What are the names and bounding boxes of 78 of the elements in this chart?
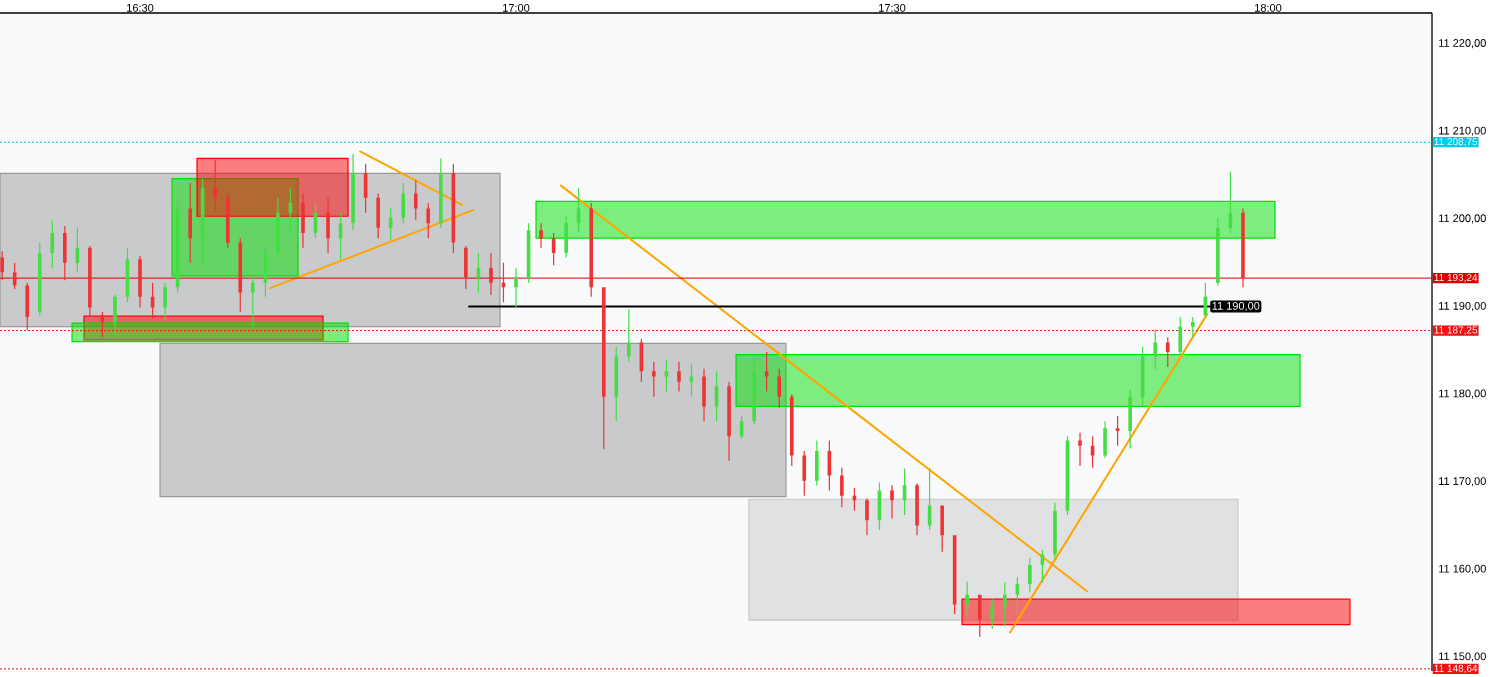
candlestick	[213, 160, 218, 211]
candlestick	[37, 242, 42, 316]
y-tick-label: 11 200,00	[1439, 214, 1486, 224]
ref-line-label: 11 187,25	[1434, 326, 1478, 335]
candlestick	[614, 346, 619, 422]
candlestick	[1128, 389, 1132, 449]
candlestick	[1178, 317, 1183, 355]
candlestick	[890, 485, 894, 519]
candlestick	[1028, 557, 1032, 593]
candlestick	[489, 253, 493, 296]
candlestick	[652, 361, 656, 397]
candlestick	[752, 356, 756, 424]
candlestick	[589, 203, 594, 297]
candlestick	[63, 225, 67, 281]
candlestick	[426, 203, 431, 239]
candlestick	[301, 193, 305, 248]
candlestick	[113, 295, 117, 335]
candlestick	[1165, 337, 1170, 367]
ref-line-label: 11 148,64	[1434, 664, 1478, 674]
candlestick	[1078, 432, 1082, 466]
candlestick	[1103, 421, 1107, 459]
candlestick	[990, 599, 995, 629]
candlestick	[326, 197, 330, 254]
x-tick-label: 17:30	[879, 3, 906, 12]
candlestick	[802, 451, 807, 496]
candlestick	[138, 255, 142, 308]
candlestick	[977, 594, 982, 637]
candlestick	[376, 193, 380, 239]
y-tick-label: 11 170,00	[1439, 477, 1486, 487]
candlestick	[965, 581, 970, 617]
ref-line-label: 11 208,75	[1434, 138, 1478, 147]
x-tick-label: 17:00	[503, 3, 530, 12]
y-tick-label: 11 190,00	[1439, 301, 1486, 312]
candlestick	[351, 154, 355, 231]
annotation: 11 190,00	[1212, 301, 1260, 312]
x-tick-label: 18:00	[1255, 3, 1282, 12]
candlestick	[677, 361, 681, 392]
candlestick	[464, 246, 468, 289]
y-tick-label: 11 180,00	[1439, 389, 1486, 399]
candlestick	[1241, 208, 1245, 288]
candlestick	[627, 309, 631, 362]
y-tick-label: 11 160,00	[1439, 564, 1486, 574]
candlestick	[1216, 218, 1220, 286]
candlestick	[238, 238, 243, 312]
candlestick	[539, 223, 543, 248]
candlestick	[439, 158, 443, 228]
candlestick	[1003, 582, 1007, 627]
candlestick	[727, 381, 731, 461]
candlestick	[88, 246, 92, 318]
candlestick	[25, 282, 30, 331]
candlestick	[401, 182, 406, 224]
y-tick-label: 11 210,00	[1439, 126, 1486, 136]
candlestick	[564, 216, 568, 258]
candlestick	[276, 197, 280, 258]
candlestick	[251, 277, 255, 327]
candlestick	[840, 467, 844, 508]
y-tick-label: 11 150,00	[1439, 652, 1486, 662]
candlestick	[915, 483, 919, 536]
candlestick	[702, 368, 706, 422]
candlestick	[789, 394, 794, 466]
candlestick	[940, 505, 944, 552]
candlestick	[777, 368, 782, 409]
candlestick	[163, 282, 167, 320]
candlestick	[1153, 329, 1158, 370]
candlestick	[514, 267, 518, 308]
candlestick	[0, 251, 4, 281]
candlestick	[1053, 502, 1057, 560]
candlestick	[1191, 317, 1195, 338]
candlestick	[225, 193, 230, 248]
candlestick	[601, 287, 606, 450]
y-tick-label: 11 220,00	[1439, 39, 1486, 49]
ref-line-label: 11 193,24	[1434, 273, 1478, 283]
candlestick	[50, 220, 55, 268]
candlestick	[815, 440, 819, 486]
x-tick-label: 16:30	[127, 3, 154, 12]
candlestick	[413, 180, 418, 220]
candlestick	[865, 498, 869, 536]
candlestick	[188, 182, 192, 263]
